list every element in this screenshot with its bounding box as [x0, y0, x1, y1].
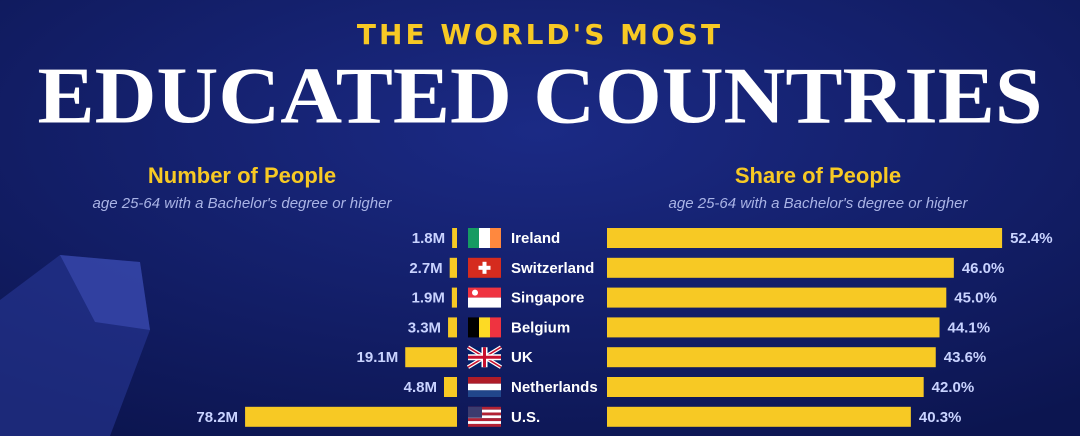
bar: [607, 317, 940, 338]
cap-decoration: [60, 255, 150, 330]
chart-title: EDUCATED COUNTRIES: [38, 52, 1043, 140]
flag: [468, 406, 501, 427]
value-label: 46.0%: [962, 260, 1005, 277]
category-label: Ireland: [511, 230, 560, 247]
value-label: 3.3M: [408, 319, 441, 336]
flag: [468, 287, 501, 308]
bar: [607, 406, 911, 427]
flag-part: [490, 228, 501, 248]
bar: [607, 287, 947, 308]
flag: [466, 345, 503, 369]
bar: [607, 257, 954, 278]
flag: [468, 377, 501, 397]
bar: [607, 228, 1003, 248]
value-label: 19.1M: [357, 349, 399, 366]
flag-part: [468, 377, 501, 384]
category-label: UK: [511, 349, 533, 366]
value-label: 42.0%: [932, 379, 975, 396]
bar: [452, 228, 457, 248]
value-label: 1.9M: [411, 290, 444, 307]
bar: [449, 257, 457, 278]
value-label: 45.0%: [954, 290, 997, 307]
value-label: 1.8M: [412, 230, 445, 247]
bar: [443, 377, 457, 397]
flag-part: [468, 423, 501, 427]
category-label: Singapore: [511, 290, 584, 307]
value-label: 2.7M: [409, 260, 442, 277]
panel-subheading: age 25-64 with a Bachelor's degree or hi…: [93, 195, 393, 212]
kicker: THE WORLD'S MOST: [357, 18, 723, 51]
value-label: 52.4%: [1010, 230, 1053, 247]
bar: [451, 287, 457, 308]
value-label: 78.2M: [196, 409, 238, 426]
flag-part: [468, 383, 501, 391]
rows: Ireland 1.8M 52.4% Switzerland 2.7M 46.0% Sing…: [196, 228, 1053, 427]
value-label: 40.3%: [919, 409, 962, 426]
flag-part: [468, 297, 501, 308]
flag-part: [468, 347, 501, 368]
flag-part: [479, 228, 490, 248]
category-label: Belgium: [511, 319, 570, 336]
flag-part: [468, 228, 479, 248]
panel-subheading: age 25-64 with a Bachelor's degree or hi…: [669, 195, 969, 212]
bar: [245, 406, 457, 427]
value-label: 4.8M: [404, 379, 437, 396]
flag-part: [468, 421, 501, 424]
panel-heading: Share of People: [735, 163, 901, 188]
flag: [468, 228, 501, 248]
flag-part: [468, 406, 501, 410]
category-label: Switzerland: [511, 260, 594, 277]
flag: [468, 317, 501, 338]
flag-part: [478, 265, 491, 270]
panel-heading: Number of People: [148, 163, 336, 188]
bar: [405, 347, 457, 368]
bar: [607, 377, 924, 397]
flag-part: [468, 409, 501, 413]
flag-part: [468, 418, 501, 422]
bar: [448, 317, 457, 338]
flag-part: [468, 390, 501, 397]
bar: [607, 347, 936, 368]
value-label: 43.6%: [944, 349, 987, 366]
flag-part: [468, 412, 501, 416]
flag-part: [490, 317, 501, 338]
flag-part: [468, 406, 482, 418]
flag-part: [479, 317, 490, 338]
value-label: 44.1%: [948, 319, 991, 336]
flag-part: [468, 287, 501, 298]
flag-part: [472, 289, 478, 296]
category-label: Netherlands: [511, 379, 598, 396]
category-label: U.S.: [511, 409, 540, 426]
flag-part: [468, 317, 479, 338]
flag: [468, 257, 501, 278]
flag-part: [468, 415, 501, 419]
